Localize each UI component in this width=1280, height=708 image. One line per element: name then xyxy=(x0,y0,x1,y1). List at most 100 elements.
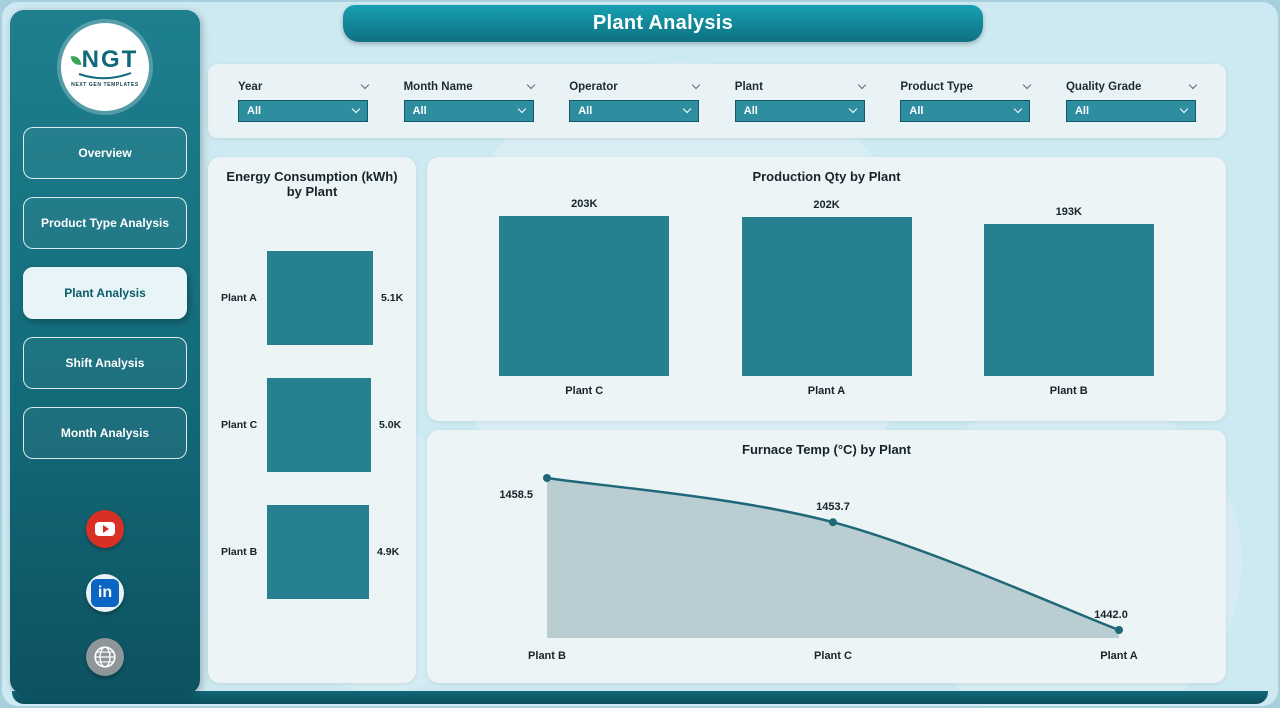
filter-dropdown[interactable]: All xyxy=(569,99,700,122)
energy-bar-row: Plant A 5.1K xyxy=(221,251,408,345)
category-label: Plant B xyxy=(1049,385,1088,397)
chart-title: Furnace Temp (°C) by Plant xyxy=(742,442,911,457)
filter-operator: Operator All xyxy=(569,80,701,122)
energy-bar-row: Plant C 5.0K xyxy=(221,378,408,472)
filter-label: Quality Grade xyxy=(1065,80,1142,93)
sidebar-item-plant-analysis[interactable]: Plant Analysis xyxy=(23,267,187,319)
ngt-logo: NGT NEXT GEN TEMPLATES xyxy=(61,23,149,111)
production-chart-panel: Production Qty by Plant 203K Plant C 202K P… xyxy=(427,157,1226,421)
chevron-down-icon xyxy=(517,104,526,114)
bottom-strip xyxy=(12,691,1268,704)
filter-label: Year xyxy=(238,80,263,93)
filter-value: All xyxy=(1074,104,1090,117)
energy-bar[interactable] xyxy=(267,378,371,472)
chevron-down-icon xyxy=(848,104,858,114)
energy-chart-panel: Energy Consumption (kWh) by Plant Plant … xyxy=(208,157,416,683)
value-label: 202K xyxy=(813,199,840,211)
production-bar[interactable] xyxy=(983,224,1154,376)
filter-year: Year All xyxy=(238,80,370,122)
chart-title: Energy Consumption (kWh) by Plant xyxy=(226,169,398,199)
leaf-icon xyxy=(70,53,82,67)
linkedin-icon[interactable]: in xyxy=(86,574,124,612)
category-label: Plant C xyxy=(814,650,852,662)
energy-bar-row: Plant B 4.9K xyxy=(221,505,408,599)
production-bar[interactable] xyxy=(741,217,912,376)
sidebar-item-month-analysis[interactable]: Month Analysis xyxy=(23,407,187,459)
energy-bar-chart: Plant A 5.1K Plant C 5.0K Plant B 4.9K xyxy=(208,251,416,599)
website-globe-icon[interactable] xyxy=(86,638,124,676)
filter-dropdown[interactable]: All xyxy=(238,99,368,122)
production-bar-chart: 203K Plant C 202K Plant A 193K Plant B xyxy=(427,198,1226,397)
filter-value: All xyxy=(247,104,262,117)
filter-product-type: Product Type All xyxy=(900,80,1032,122)
data-point[interactable] xyxy=(543,474,551,482)
production-bar[interactable] xyxy=(499,216,670,376)
filter-value: All xyxy=(578,104,593,117)
filter-label: Month Name xyxy=(403,80,473,93)
furnace-chart-panel: Furnace Temp (°C) by Plant 1458.5 1453.7 1… xyxy=(427,430,1226,683)
social-links: in xyxy=(10,510,200,676)
filter-value: All xyxy=(909,104,924,117)
sidebar: NGT NEXT GEN TEMPLATES Overview Product … xyxy=(10,10,200,694)
category-label: Plant C xyxy=(565,385,604,397)
youtube-icon[interactable] xyxy=(86,510,124,548)
chart-title: Production Qty by Plant xyxy=(752,169,901,184)
value-label: 4.9K xyxy=(377,546,400,558)
logo-swoosh xyxy=(78,72,132,80)
chevron-down-icon xyxy=(351,104,361,114)
chevron-down-icon xyxy=(682,104,692,114)
logo-text: NGT xyxy=(81,46,139,73)
category-label: Plant B xyxy=(221,546,258,558)
value-label: 193K xyxy=(1055,206,1082,218)
sidebar-item-overview[interactable]: Overview xyxy=(23,127,187,179)
furnace-area-chart: 1458.5 1453.7 1442.0 Plant B Plant C Plant A xyxy=(427,463,1226,678)
filter-label: Operator xyxy=(569,80,618,93)
filter-label: Product Type xyxy=(900,80,974,93)
data-point[interactable] xyxy=(829,518,837,527)
chevron-down-icon[interactable] xyxy=(857,80,867,90)
category-label: Plant A xyxy=(221,292,257,304)
category-label: Plant A xyxy=(1100,650,1138,662)
category-label: Plant A xyxy=(807,385,846,397)
chevron-down-icon[interactable] xyxy=(360,80,370,90)
value-label: 5.0K xyxy=(379,419,402,431)
category-label: Plant C xyxy=(221,419,258,431)
production-bar-group: 203K Plant C xyxy=(499,198,670,397)
energy-bar[interactable] xyxy=(267,505,369,599)
filter-dropdown[interactable]: All xyxy=(1065,99,1196,122)
page-title-banner: Plant Analysis xyxy=(343,5,983,42)
filter-value: All xyxy=(412,104,427,117)
filter-quality-grade: Quality Grade All xyxy=(1065,80,1198,122)
sidebar-nav: Overview Product Type Analysis Plant Ana… xyxy=(10,127,200,459)
filter-value: All xyxy=(743,104,758,117)
filter-dropdown[interactable]: All xyxy=(900,99,1031,122)
production-bar-group: 193K Plant B xyxy=(983,206,1154,397)
chevron-down-icon xyxy=(1179,104,1189,114)
value-label: 1442.0 xyxy=(1094,609,1128,621)
value-label: 203K xyxy=(571,198,598,210)
data-point[interactable] xyxy=(1115,626,1123,634)
filter-label: Plant xyxy=(734,80,763,93)
filter-panel: Year All Month Name All Operator xyxy=(208,64,1226,138)
filter-dropdown[interactable]: All xyxy=(403,99,534,122)
sidebar-item-shift-analysis[interactable]: Shift Analysis xyxy=(23,337,187,389)
area-fill xyxy=(547,478,1119,638)
filter-plant: Plant All xyxy=(734,80,867,122)
value-label: 1453.7 xyxy=(816,501,850,513)
energy-bar[interactable] xyxy=(267,251,373,345)
category-label: Plant B xyxy=(528,650,566,662)
sidebar-item-product-type-analysis[interactable]: Product Type Analysis xyxy=(23,197,187,249)
chevron-down-icon[interactable] xyxy=(526,80,535,90)
chevron-down-icon[interactable] xyxy=(691,80,701,90)
page-title: Plant Analysis xyxy=(592,12,734,34)
chevron-down-icon[interactable] xyxy=(1188,80,1198,90)
furnace-area-svg: 1458.5 1453.7 1442.0 Plant B Plant C Plant A xyxy=(499,474,1138,662)
value-label: 1458.5 xyxy=(499,489,533,501)
chevron-down-icon[interactable] xyxy=(1023,80,1032,90)
value-label: 5.1K xyxy=(381,292,404,304)
filter-month-name: Month Name All xyxy=(403,80,535,122)
filter-dropdown[interactable]: All xyxy=(734,99,865,122)
logo-subtext: NEXT GEN TEMPLATES xyxy=(71,82,139,88)
chevron-down-icon xyxy=(1014,104,1023,114)
